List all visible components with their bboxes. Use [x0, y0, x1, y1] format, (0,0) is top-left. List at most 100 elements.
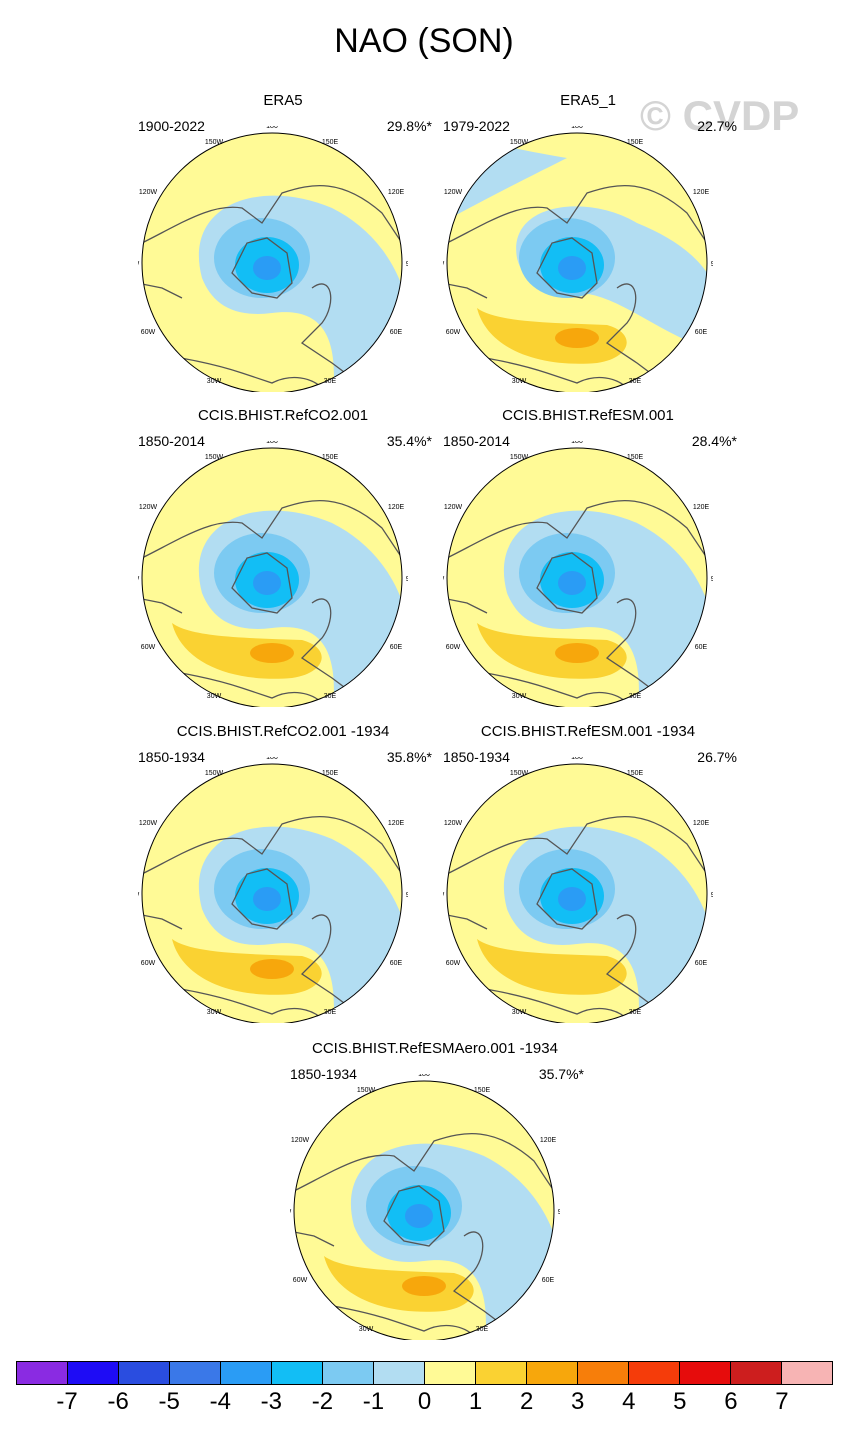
longitude-label: 60W [293, 1277, 308, 1284]
panel-variance-percent: 35.8%* [386, 749, 432, 765]
colorbar [16, 1361, 833, 1385]
longitude-label: 120E [388, 189, 405, 196]
map-panel: CCIS.BHIST.RefCO2.001 -1934 1850-1934 35.8… [138, 723, 458, 1023]
longitude-label: 120E [693, 189, 710, 196]
colorbar-swatch [119, 1362, 170, 1384]
map-panel: CCIS.BHIST.RefESM.0011850-201428.4%*1800… [443, 407, 763, 707]
longitude-label: 150E [627, 139, 644, 146]
colorbar-tick-label: 6 [724, 1388, 738, 1415]
longitude-label: 120W [139, 189, 158, 196]
longitude-label: 60W [446, 329, 461, 336]
longitude-label: 180 [266, 126, 278, 130]
map-panel: CCIS.BHIST.RefCO2.0011850-201435.4%*1800… [138, 407, 458, 707]
longitude-label: 150E [322, 770, 339, 777]
colorbar-tick-label: -1 [362, 1388, 385, 1415]
figure-title: NAO (SON) [334, 22, 514, 60]
longitude-label: 30E [629, 378, 642, 385]
longitude-label: 120W [139, 504, 158, 511]
longitude-label: 30E [324, 1009, 337, 1016]
longitude-label: 120E [693, 820, 710, 827]
longitude-label: 30W [207, 693, 222, 700]
colorbar-swatch [68, 1362, 119, 1384]
longitude-label: 60W [141, 960, 156, 967]
longitude-label: 150W [357, 1087, 376, 1094]
longitude-label: 120E [693, 504, 710, 511]
map-panel: CCIS.BHIST.RefESM.001 -1934 1850-1934 26.7… [443, 723, 763, 1023]
panel-variance-percent: 35.7%* [538, 1066, 584, 1082]
colorbar-swatch [680, 1362, 731, 1384]
colorbar-tick-label: 1 [468, 1388, 483, 1415]
map-panel: ERA5_11979-202222.7%1800150W150E120W120E… [443, 92, 763, 392]
colorbar-swatch [17, 1362, 68, 1384]
longitude-label: 90W [443, 576, 445, 583]
longitude-label: 60W [141, 644, 156, 651]
panel-title: CCIS.BHIST.RefESM.001 [502, 407, 674, 424]
polar-map: 1800150W150E120W120E90W90E60W60E30W30E [443, 757, 713, 1023]
colorbar-tick-label: -2 [311, 1388, 334, 1415]
longitude-label: 180 [418, 1074, 430, 1078]
longitude-label: 150E [627, 454, 644, 461]
colorbar-swatch [731, 1362, 782, 1384]
colorbar-swatch [782, 1362, 832, 1384]
longitude-label: 120W [444, 820, 463, 827]
longitude-label: 120W [444, 189, 463, 196]
longitude-label: 30E [629, 693, 642, 700]
longitude-label: 90E [558, 1209, 560, 1216]
map-panel: ERA51900-202229.8%*1800150W150E120W120E9… [138, 92, 458, 392]
longitude-label: 150E [474, 1087, 491, 1094]
longitude-label: 150W [510, 454, 529, 461]
polar-map: 1800150W150E120W120E90W90E60W60E30W30E [138, 441, 408, 707]
panel-variance-percent: 26.7% [697, 749, 737, 765]
colorbar-swatch [374, 1362, 425, 1384]
polar-map: 1800150W150E120W120E90W90E60W60E30W30E [443, 441, 713, 707]
panel-period: 1850-2014 [443, 433, 510, 449]
panel-variance-percent: 35.4%* [386, 433, 432, 449]
longitude-label: 120E [540, 1137, 557, 1144]
longitude-label: 180 [266, 757, 278, 761]
longitude-label: 30W [512, 1009, 527, 1016]
colorbar-swatch [476, 1362, 527, 1384]
longitude-label: 150E [627, 770, 644, 777]
polar-map: 1800150W150E120W120E90W90E60W60E30W30E [290, 1074, 560, 1340]
panel-variance-percent: 29.8%* [386, 118, 432, 134]
colorbar-swatch [272, 1362, 323, 1384]
polar-map: 1800150W150E120W120E90W90E60W60E30W30E [443, 126, 713, 392]
longitude-label: 90W [138, 261, 140, 268]
panel-period: 1850-1934 [443, 749, 510, 765]
panel-variance-percent: 22.7% [697, 118, 737, 134]
longitude-label: 150W [205, 454, 224, 461]
colorbar-swatch [170, 1362, 221, 1384]
panel-period: 1850-1934 [138, 749, 205, 765]
longitude-label: 90W [290, 1209, 292, 1216]
longitude-label: 120W [291, 1137, 310, 1144]
panel-title: ERA5_1 [560, 92, 616, 109]
colorbar-tick-label: 0 [417, 1388, 432, 1415]
longitude-label: 90W [443, 892, 445, 899]
colorbar-swatch [527, 1362, 578, 1384]
watermark: © CVDP [640, 92, 800, 139]
longitude-label: 180 [571, 757, 583, 761]
longitude-label: 60E [695, 960, 708, 967]
longitude-label: 60E [390, 644, 403, 651]
longitude-label: 60E [695, 329, 708, 336]
longitude-label: 90E [406, 576, 408, 583]
panel-title: ERA5 [263, 92, 303, 109]
longitude-label: 30W [512, 378, 527, 385]
longitude-label: 30W [207, 378, 222, 385]
longitude-label: 90E [711, 261, 713, 268]
panel-title: CCIS.BHIST.RefCO2.001 [197, 407, 369, 424]
colorbar-swatch [323, 1362, 374, 1384]
panel-variance-percent: 28.4%* [691, 433, 737, 449]
longitude-label: 60E [542, 1277, 555, 1284]
panel-period: 1900-2022 [138, 118, 205, 134]
longitude-label: 90E [406, 261, 408, 268]
longitude-label: 60E [390, 960, 403, 967]
panel-title: CCIS.BHIST.RefCO2.001 -1934 [176, 723, 390, 740]
longitude-label: 90W [138, 892, 140, 899]
colorbar-tick-label: 2 [519, 1388, 534, 1415]
longitude-label: 30E [629, 1009, 642, 1016]
colorbar-tick-label: 3 [571, 1388, 585, 1415]
longitude-label: 120W [444, 504, 463, 511]
colorbar-tick-label: -4 [209, 1388, 231, 1415]
colorbar-tick-label: -3 [260, 1388, 282, 1415]
